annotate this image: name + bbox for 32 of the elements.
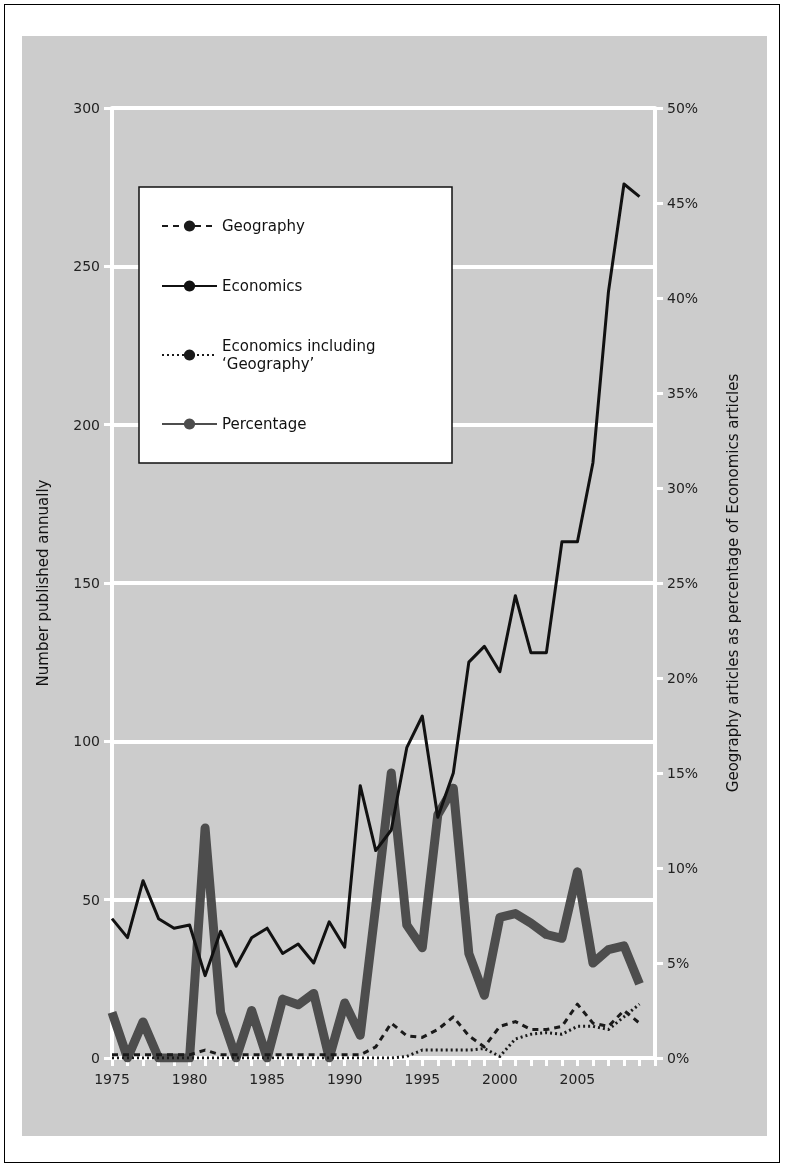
legend-label: Percentage [222,415,307,433]
legend-label: Economics [222,277,303,295]
y-tick-label: 300 [73,100,100,116]
y-tick-label: 150 [73,575,100,591]
y2-tick-label: 30% [667,480,699,496]
y-tick-label: 0 [91,1050,100,1066]
x-tick-label: 1995 [404,1071,441,1087]
y2-tick-label: 0% [667,1050,690,1066]
legend-label: Geography [222,217,305,235]
y2-tick-label: 40% [667,290,699,306]
y-tick-label: 250 [73,258,100,275]
y-tick-label: 50 [82,891,100,908]
x-tick-label: 1990 [326,1071,363,1087]
x-tick-label: 1985 [249,1071,285,1087]
x-tick-label: 1975 [94,1071,130,1087]
y2-tick-label: 50% [667,100,699,116]
y2-tick-label: 10% [667,860,699,876]
y2-axis-title: Geography articles as percentage of Economics articles [723,373,742,793]
y2-tick-label: 35% [667,385,699,401]
y-axis-title: Number published annually [33,479,52,687]
x-tick-label: 2000 [482,1071,518,1087]
legend-label: Economics including ‘Geography’ [222,337,381,373]
y2-tick-label: 15% [667,765,699,781]
y-tick-label: 200 [73,416,100,433]
x-tick-label: 1980 [171,1071,208,1087]
x-tick-label: 2005 [559,1071,596,1087]
y2-tick-label: 5% [667,955,690,971]
y-tick-label: 100 [73,733,100,750]
line-series [110,182,641,978]
y2-tick-label: 20% [667,670,699,686]
y2-tick-label: 45% [667,195,699,211]
y2-tick-label: 25% [667,575,699,591]
